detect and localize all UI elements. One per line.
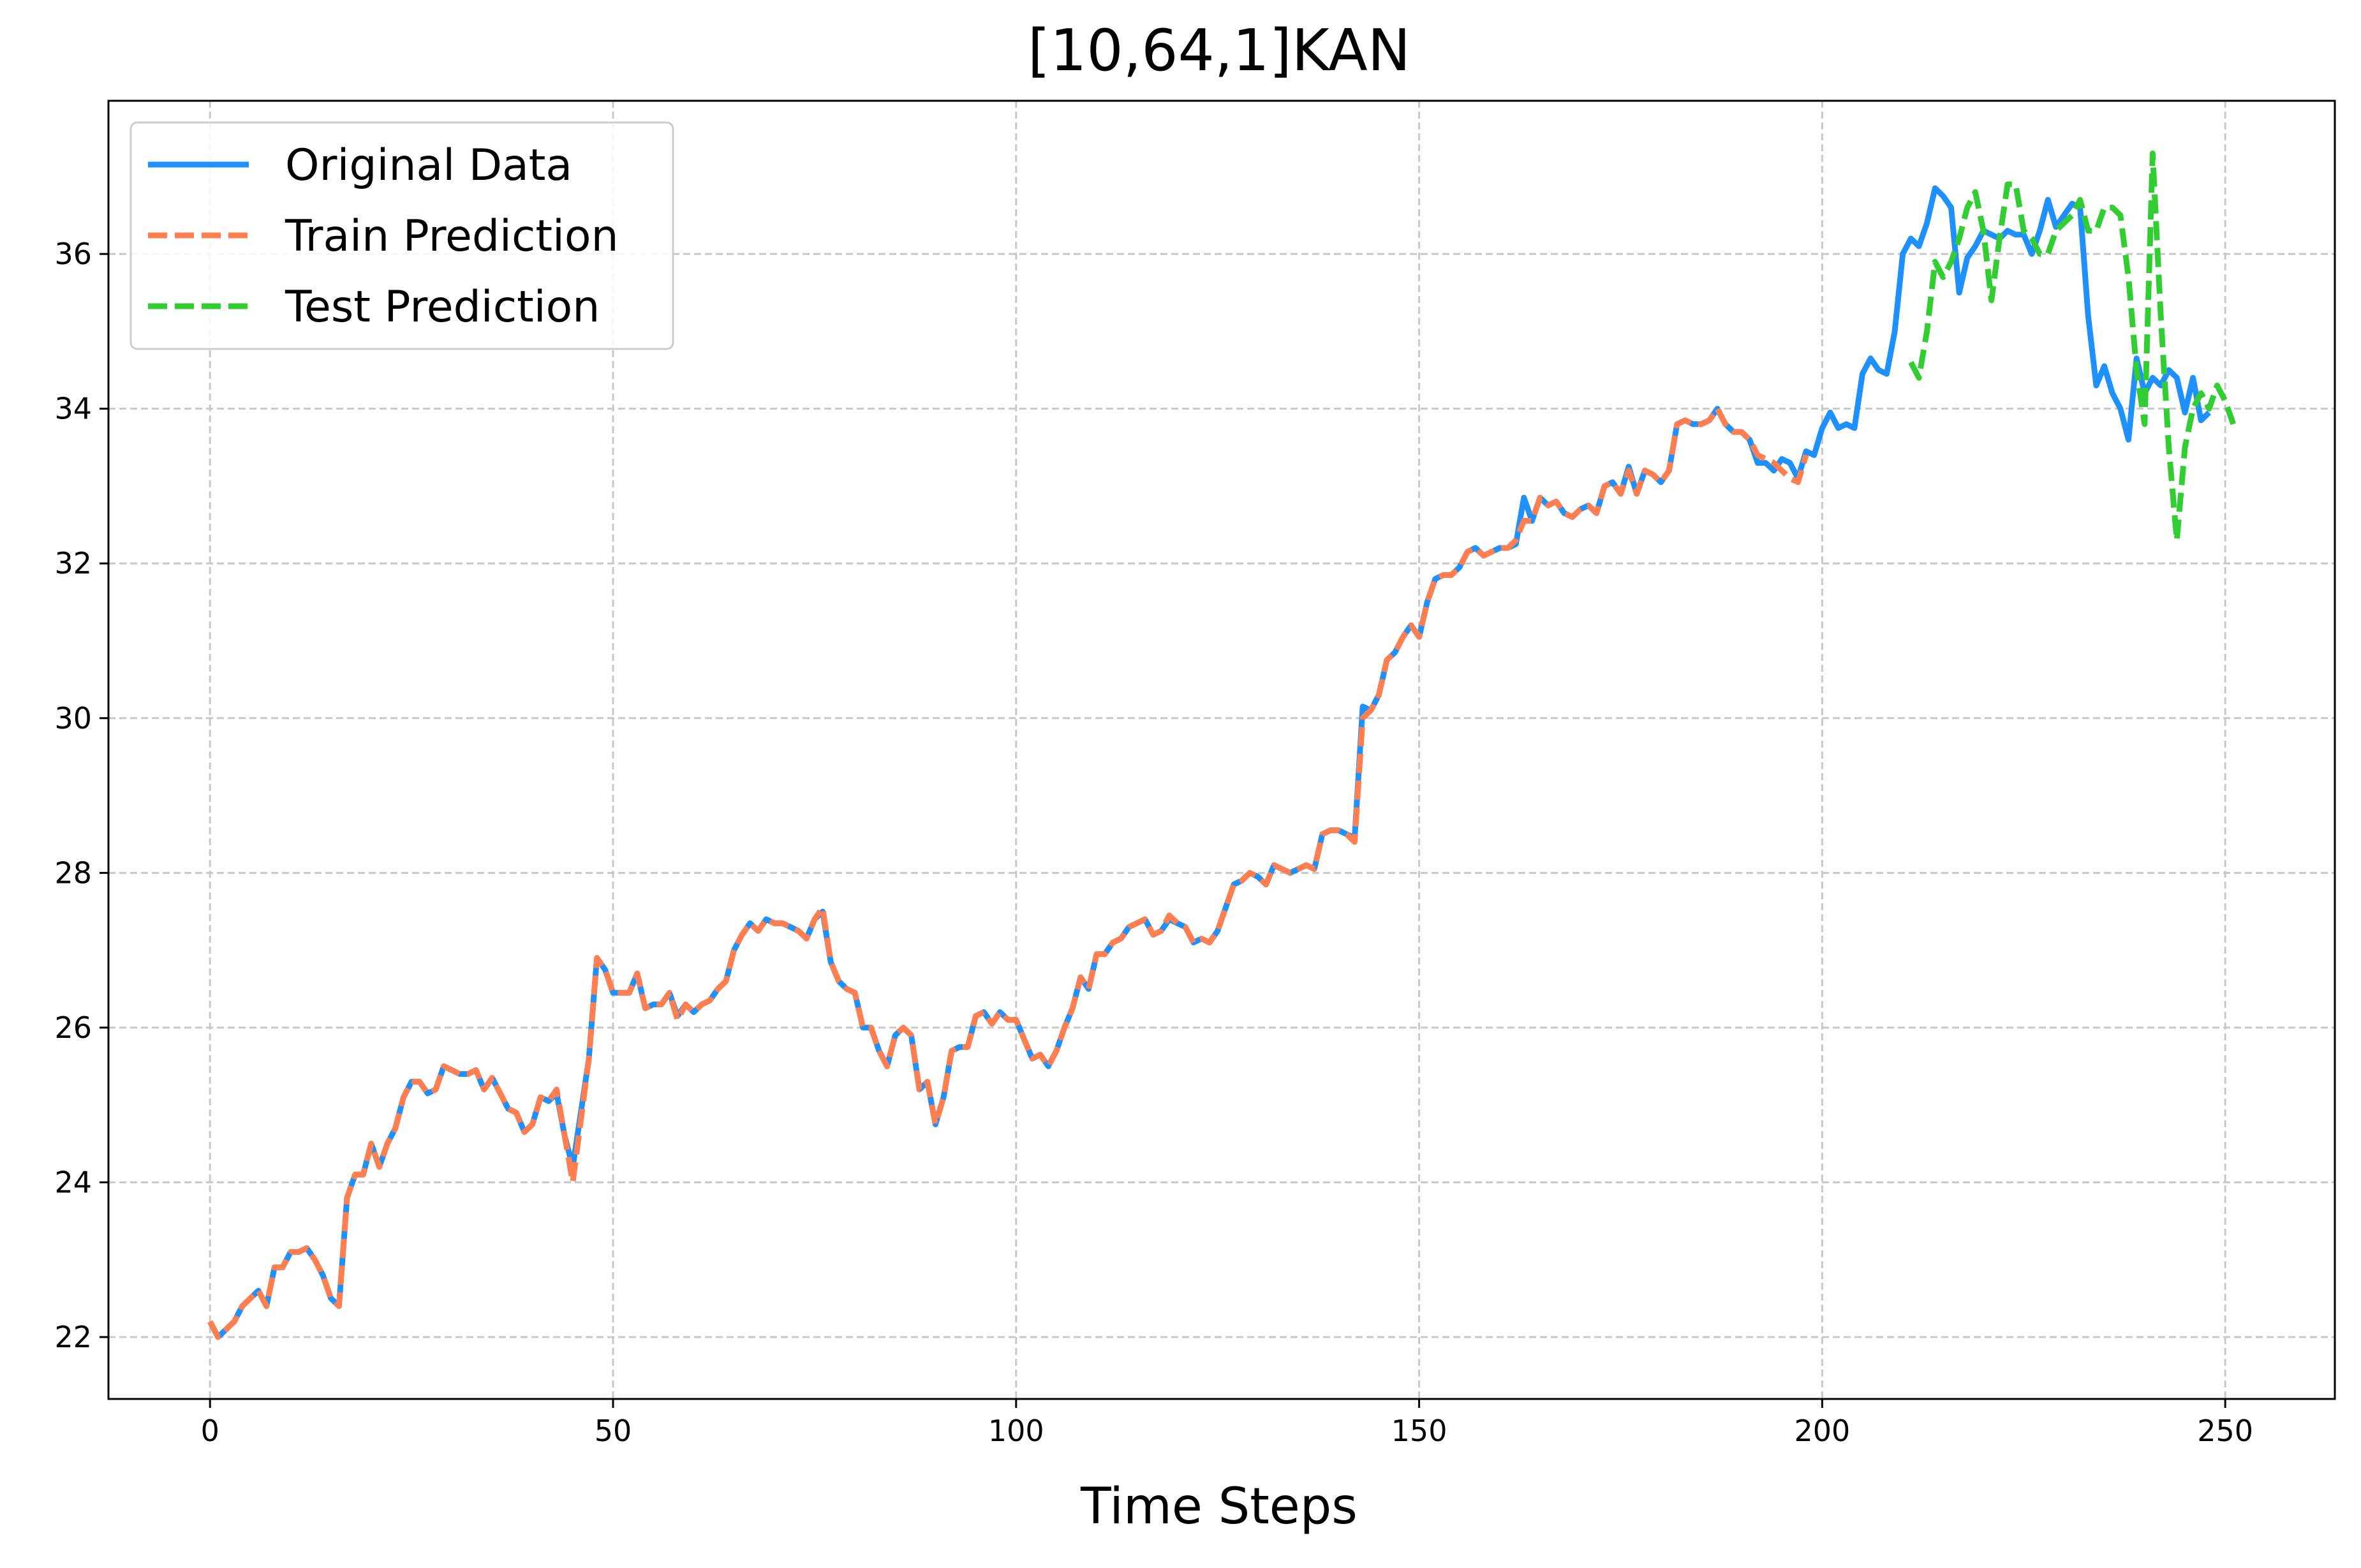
- series-train-prediction: [207, 406, 1809, 1340]
- y-tick-label: 26: [54, 1010, 92, 1045]
- y-tick-label: 32: [54, 546, 92, 581]
- x-tick-label: 150: [1391, 1414, 1447, 1448]
- axis-ticks: 0 50 100 150 200 250 22 24 26 28 30 32 34 36: [54, 237, 2253, 1448]
- legend-label-original-data: Original Data: [285, 140, 572, 191]
- y-tick-label: 28: [54, 855, 92, 890]
- chart-title: [10,64,1]KAN: [1028, 17, 1410, 84]
- legend: Original Data Train Prediction Test Predic…: [130, 121, 674, 350]
- legend-label-test-prediction: Test Prediction: [285, 282, 600, 332]
- x-tick-label: 100: [988, 1414, 1044, 1448]
- y-tick-label: 24: [54, 1165, 92, 1199]
- x-axis-title: Time Steps: [1080, 1478, 1358, 1535]
- x-tick-label: 0: [201, 1414, 219, 1448]
- x-tick-label: 250: [2197, 1414, 2253, 1448]
- series-test-prediction: [1908, 151, 2237, 544]
- y-tick-label: 22: [54, 1320, 92, 1354]
- x-tick-label: 200: [1794, 1414, 1850, 1448]
- series-layer: [207, 151, 2237, 1340]
- y-tick-label: 36: [54, 237, 92, 271]
- plot-frame: [107, 100, 2336, 1400]
- x-tick-label: 50: [595, 1414, 632, 1448]
- y-tick-label: 34: [54, 392, 92, 426]
- y-tick-label: 30: [54, 701, 92, 736]
- legend-label-train-prediction: Train Prediction: [285, 211, 619, 262]
- legend-frame: [130, 121, 674, 350]
